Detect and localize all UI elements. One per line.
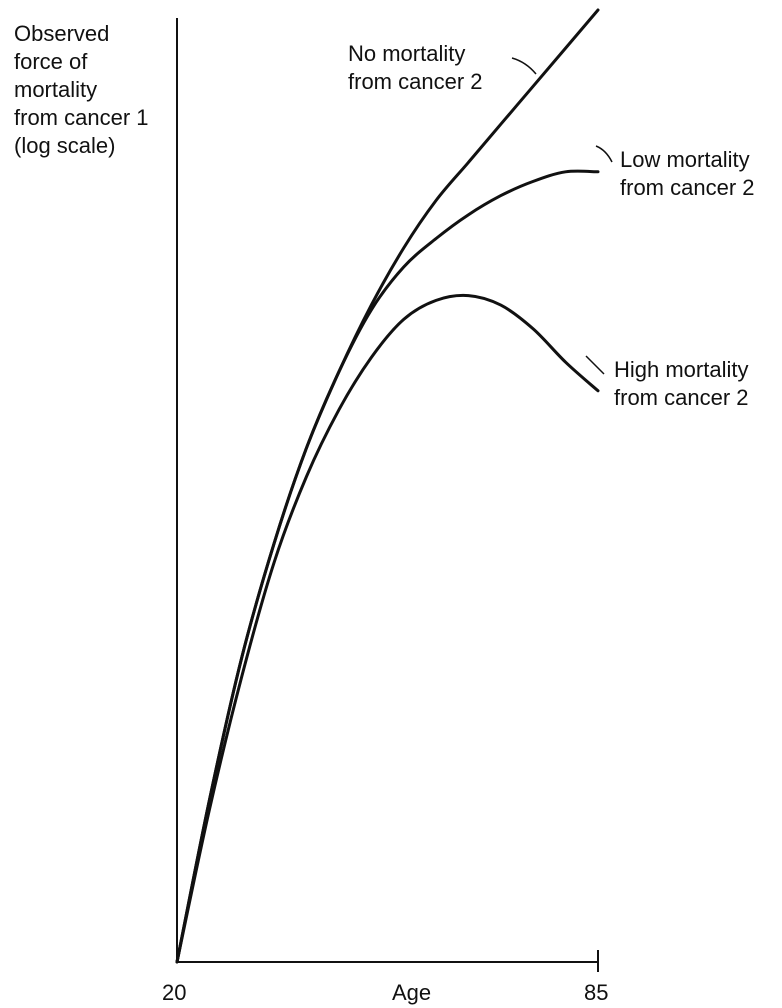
label-leader [511, 57, 537, 75]
series-label-line: from cancer 2 [614, 385, 749, 410]
y-axis-label-line: mortality [14, 77, 98, 102]
x-tick-label-85: 85 [584, 980, 609, 1005]
series-line-no-mortality [175, 8, 600, 964]
series-line-low-mortality [175, 169, 600, 964]
y-axis-label-line: Observed [14, 21, 110, 46]
series-label-no-mortality: No mortality from cancer 2 [348, 40, 483, 96]
x-axis-label: Age [392, 980, 432, 1005]
label-leaders [511, 57, 613, 375]
x-tick-label-20: 20 [162, 980, 187, 1005]
series-label-line: High mortality [614, 357, 749, 382]
y-axis-label: Observed force of mortality from cancer … [14, 20, 184, 160]
y-axis-label-line: force of [14, 49, 88, 74]
label-leader [595, 145, 613, 163]
series-line-high-mortality [175, 293, 600, 964]
series-label-line: from cancer 2 [620, 175, 755, 200]
series-label-line: No mortality [348, 41, 466, 66]
y-axis-label-line: from cancer 1 [14, 105, 149, 130]
series-label-high-mortality: High mortality from cancer 2 [614, 356, 749, 412]
series-label-low-mortality: Low mortality from cancer 2 [620, 146, 755, 202]
series-label-line: from cancer 2 [348, 69, 483, 94]
label-leader [585, 355, 605, 375]
y-axis-label-line: (log scale) [14, 133, 116, 158]
series-label-line: Low mortality [620, 147, 750, 172]
series-lines [175, 8, 600, 964]
